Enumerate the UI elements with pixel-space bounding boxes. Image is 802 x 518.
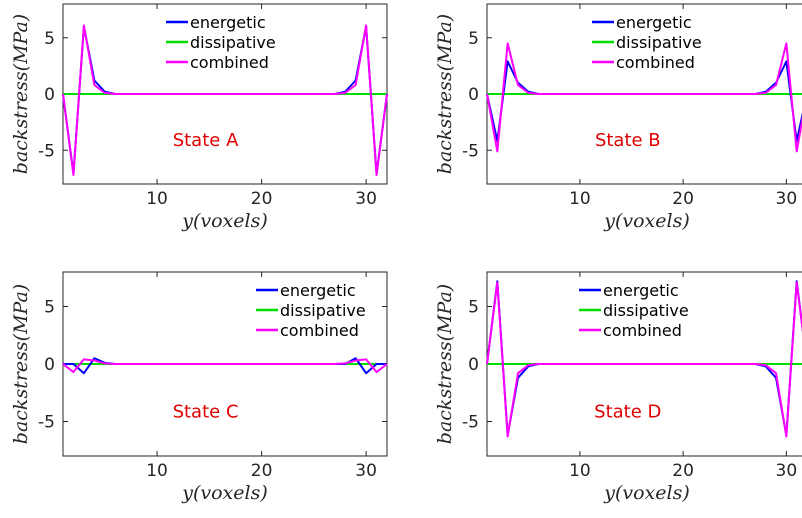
legend-label-energetic: energetic <box>616 13 692 32</box>
x-tick-label: 30 <box>355 461 377 481</box>
legend-label-energetic: energetic <box>190 13 266 32</box>
series-line-combined <box>486 281 802 438</box>
legend-label-dissipative: dissipative <box>603 301 689 320</box>
series-line-combined <box>62 358 388 374</box>
y-axis-label: backstress(MPa) <box>434 14 456 174</box>
y-axis-label: backstress(MPa) <box>10 284 32 444</box>
panel-1: 10 20 30 -5 0 5 y(voxels) backstress(MPa) State … <box>10 3 388 232</box>
y-tick-label: 5 <box>44 298 55 318</box>
state-label: State A <box>173 130 239 151</box>
y-tick-label: -5 <box>38 413 55 433</box>
x-tick-label: 30 <box>776 189 798 209</box>
y-tick-label: 5 <box>468 29 479 49</box>
panel-4: 10 20 30 -5 0 5 y(voxels) backstress(MPa) State … <box>434 271 802 504</box>
x-axis-label: y(voxels) <box>603 210 690 232</box>
series-line-combined <box>62 24 388 176</box>
x-axis-label: y(voxels) <box>181 210 268 232</box>
legend-label-combined: combined <box>616 53 695 72</box>
legend-label-energetic: energetic <box>280 281 356 300</box>
panel-2: 10 20 30 -5 0 5 y(voxels) backstress(MPa) State … <box>434 3 802 232</box>
x-tick-label: 10 <box>569 461 591 481</box>
y-tick-label: -5 <box>38 141 55 161</box>
x-tick-label: 20 <box>251 461 273 481</box>
state-label: State D <box>594 401 661 422</box>
y-tick-label: 5 <box>44 29 55 49</box>
legend-label-dissipative: dissipative <box>280 301 366 320</box>
state-label: State B <box>595 130 661 151</box>
x-tick-label: 20 <box>672 461 694 481</box>
x-tick-label: 10 <box>146 189 168 209</box>
y-tick-label: 5 <box>468 298 479 318</box>
x-tick-label: 10 <box>146 461 168 481</box>
y-tick-label: -5 <box>462 413 479 433</box>
x-tick-label: 30 <box>776 461 798 481</box>
legend-label-dissipative: dissipative <box>616 33 702 52</box>
legend-label-combined: combined <box>603 321 682 340</box>
y-tick-label: 0 <box>468 85 479 105</box>
legend-label-combined: combined <box>280 321 359 340</box>
x-axis-label: y(voxels) <box>181 482 268 504</box>
y-tick-label: 0 <box>44 355 55 375</box>
y-axis-label: backstress(MPa) <box>10 14 32 174</box>
y-axis-label: backstress(MPa) <box>434 284 456 444</box>
state-label: State C <box>173 401 239 422</box>
x-tick-label: 10 <box>569 189 591 209</box>
series-line-combined <box>486 42 802 153</box>
legend-label-energetic: energetic <box>603 281 679 300</box>
legend-label-dissipative: dissipative <box>190 33 276 52</box>
x-axis-label: y(voxels) <box>603 482 690 504</box>
legend-label-combined: combined <box>190 53 269 72</box>
y-tick-label: 0 <box>44 85 55 105</box>
y-tick-label: -5 <box>462 141 479 161</box>
panel-3: 10 20 30 -5 0 5 y(voxels) backstress(MPa) State … <box>10 271 388 504</box>
x-tick-label: 20 <box>672 189 694 209</box>
x-tick-label: 30 <box>355 189 377 209</box>
x-tick-label: 20 <box>251 189 273 209</box>
y-tick-label: 0 <box>468 355 479 375</box>
